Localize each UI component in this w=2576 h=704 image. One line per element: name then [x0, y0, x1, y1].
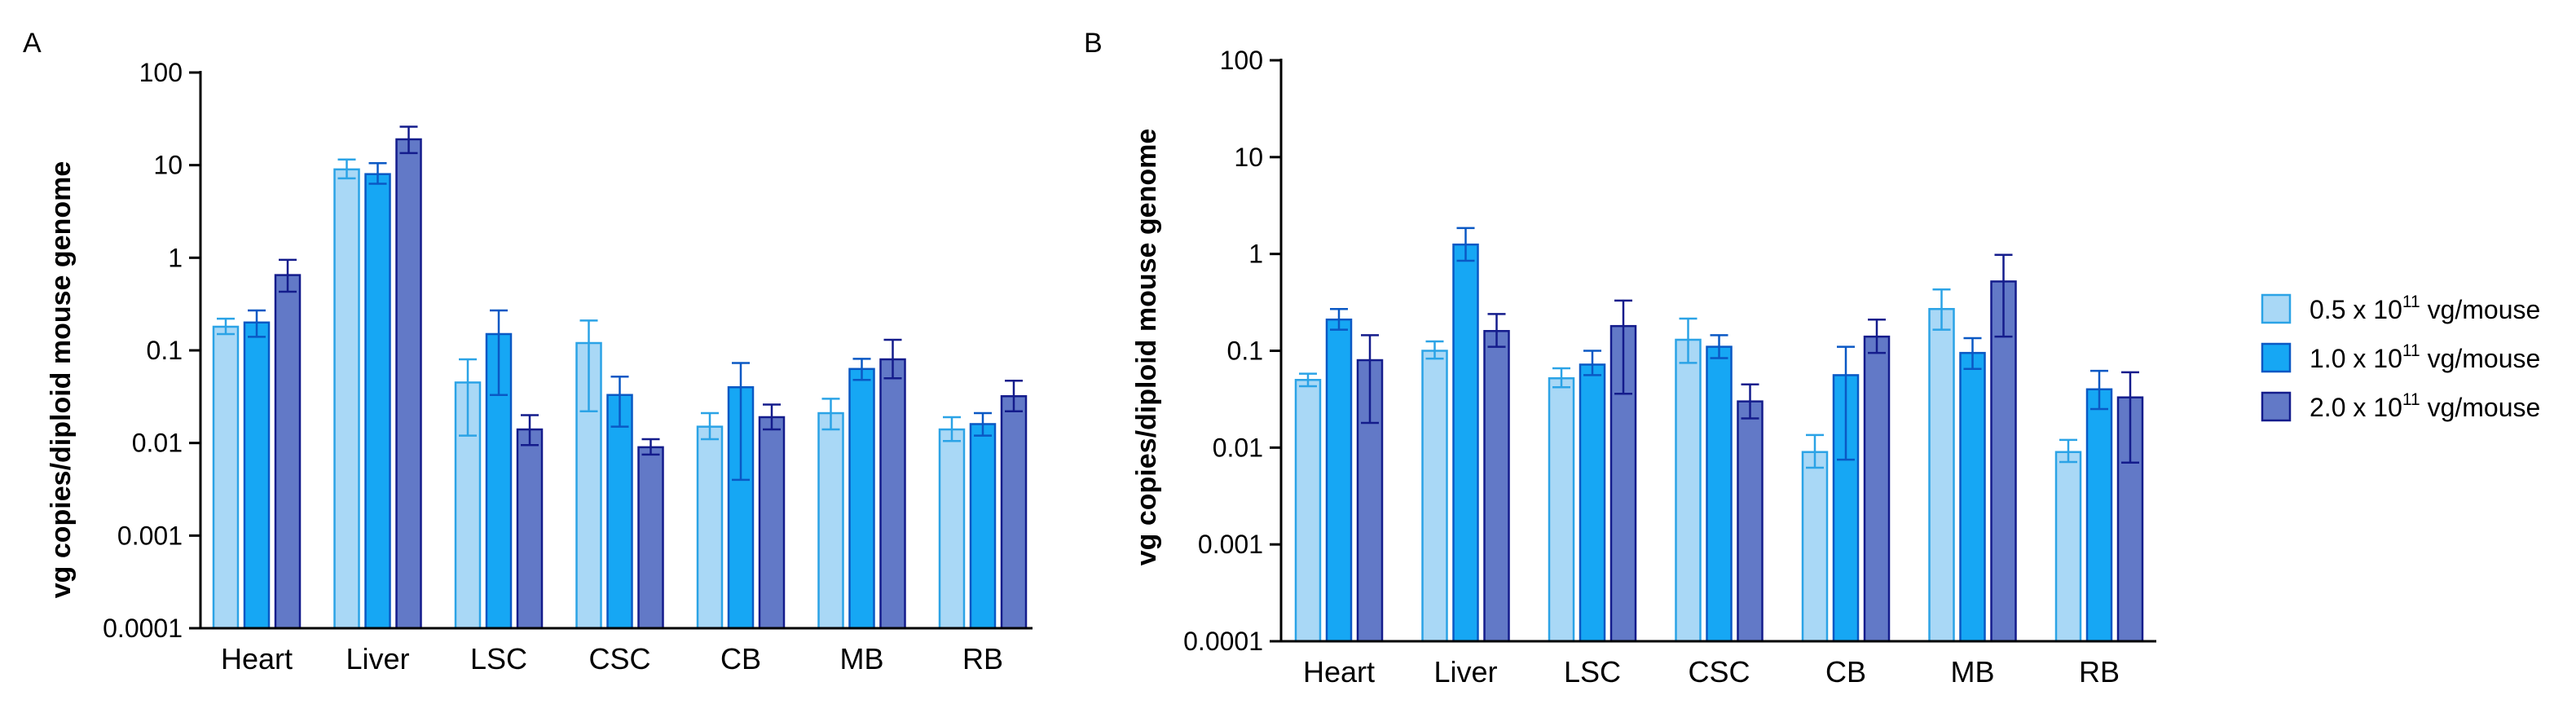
bar [1959, 351, 1986, 643]
x-tick-label: MB [1951, 655, 1995, 689]
y-tick-label: 0.1 [1227, 337, 1263, 366]
y-tick-label: 1 [168, 243, 183, 272]
bar [333, 168, 360, 630]
x-tick-label: MB [840, 642, 884, 675]
y-tick-label: 0.0001 [103, 614, 183, 643]
x-tick-label: Liver [346, 642, 409, 675]
bar [212, 325, 240, 630]
category-labels: Heart Liver LSC CSC CB MB RB [1303, 655, 2120, 689]
legend-swatch [2261, 391, 2292, 422]
bar [1675, 338, 1702, 643]
axes [1279, 59, 2156, 643]
bar [1706, 345, 1733, 643]
axes [199, 71, 1033, 630]
bar [1483, 329, 1510, 643]
bar [274, 274, 302, 630]
bar [1421, 350, 1448, 643]
chart-panel-b: B vg copies/diploid mouse genome 0.00010… [1084, 28, 2156, 689]
legend-label: 0.5 x 1011 vg/mouse [2310, 293, 2540, 324]
bar [696, 425, 724, 630]
category-labels: Heart Liver LSC CSC CB MB RB [221, 642, 1003, 675]
bar [938, 428, 966, 630]
bar [817, 411, 844, 630]
bar [1000, 394, 1028, 630]
bar [1863, 335, 1891, 643]
legend: 0.5 x 1011 vg/mouse 1.0 x 1011 vg/mouse 2.… [2261, 293, 2540, 422]
legend-label: 1.0 x 1011 vg/mouse [2310, 341, 2540, 373]
bar [1325, 318, 1353, 643]
y-tick-label: 0.01 [1213, 433, 1263, 462]
bar [1928, 307, 1955, 643]
bar [1548, 376, 1575, 643]
x-tick-label: CB [720, 642, 761, 675]
bar [2054, 451, 2082, 643]
y-tick-label: 100 [1220, 46, 1263, 75]
bar [1294, 379, 1322, 643]
y-axis-title: vg copies/diploid mouse genome [46, 161, 77, 599]
bar [969, 423, 997, 630]
bar [516, 428, 544, 630]
bar [454, 381, 482, 630]
y-tick-label: 0.1 [147, 336, 183, 365]
bar [1990, 280, 2017, 643]
bar [1579, 363, 1606, 643]
bar-group [1294, 227, 2144, 643]
y-tick-label: 0.001 [1198, 530, 1263, 559]
legend-label: 2.0 x 1011 vg/mouse [2310, 390, 2540, 422]
bar [1801, 451, 1829, 643]
y-tick-label: 1 [1248, 240, 1263, 269]
y-tick-label: 10 [153, 151, 183, 180]
y-tick-label: 0.01 [132, 429, 183, 458]
x-tick-label: Liver [1433, 655, 1497, 689]
bar [1452, 243, 1479, 643]
y-tick-label: 0.001 [117, 521, 183, 550]
legend-item: 0.5 x 1011 vg/mouse [2261, 293, 2540, 324]
panel-label: B [1084, 28, 1103, 59]
bar [1737, 400, 1764, 643]
y-tick-label: 10 [1234, 143, 1263, 172]
x-tick-label: CB [1825, 655, 1866, 689]
legend-swatch [2261, 293, 2292, 324]
x-tick-label: CSC [1688, 655, 1750, 689]
bar-group [212, 125, 1028, 630]
x-tick-label: CSC [588, 642, 650, 675]
bar [2085, 388, 2113, 643]
legend-item: 2.0 x 1011 vg/mouse [2261, 390, 2540, 422]
x-tick-label: RB [962, 642, 1003, 675]
bar [395, 138, 422, 630]
x-tick-label: RB [2079, 655, 2120, 689]
x-tick-label: LSC [470, 642, 527, 675]
y-axis-ticks: 0.0001 0.001 0.01 0.1 1 10 100 [103, 58, 200, 643]
bar [606, 394, 633, 630]
x-tick-label: Heart [1303, 655, 1375, 689]
legend-item: 1.0 x 1011 vg/mouse [2261, 341, 2540, 373]
bar [758, 416, 786, 630]
x-tick-label: Heart [221, 642, 293, 675]
y-axis-ticks: 0.0001 0.001 0.01 0.1 1 10 100 [1183, 46, 1281, 656]
panel-label: A [23, 28, 42, 59]
bar [637, 446, 664, 630]
y-axis-title: vg copies/diploid mouse genome [1131, 129, 1162, 566]
bar [364, 173, 391, 630]
chart-panel-a: A vg copies/diploid mouse genome 0.00010… [23, 28, 1033, 675]
bar [879, 358, 906, 630]
legend-swatch [2261, 342, 2292, 373]
bar [243, 321, 271, 630]
x-tick-label: LSC [1564, 655, 1621, 689]
bar [848, 367, 875, 630]
y-tick-label: 0.0001 [1183, 627, 1263, 656]
y-tick-label: 100 [139, 58, 183, 87]
